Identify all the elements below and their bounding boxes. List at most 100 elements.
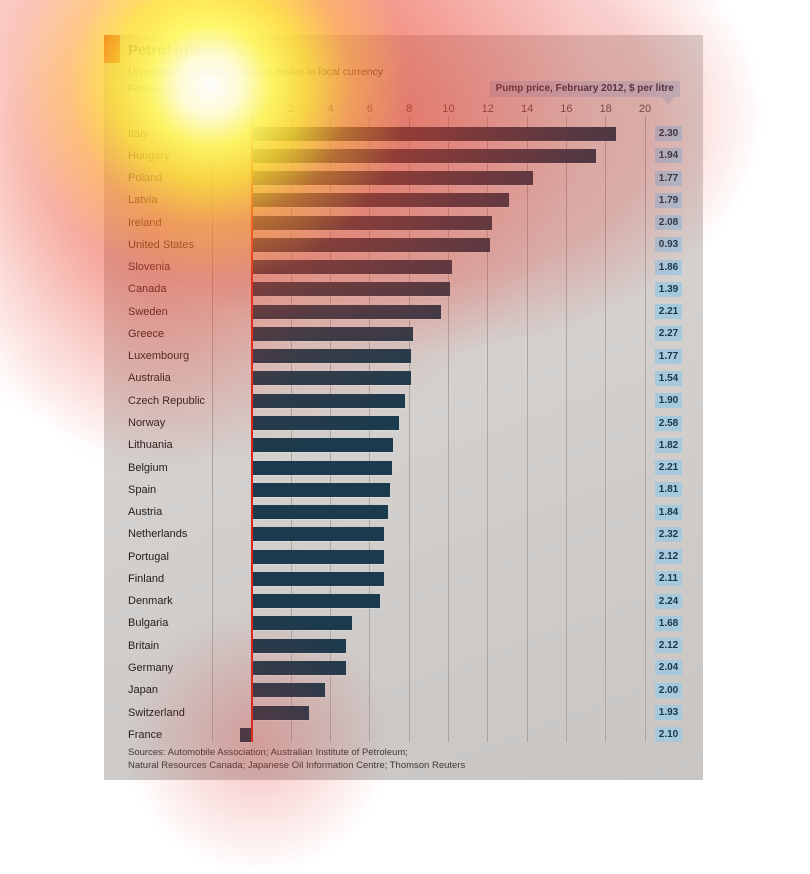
pump-price-chip: 1.84 [655, 504, 682, 520]
axis-tick-label: 6 [366, 103, 373, 115]
sources-line-1: Sources: Automobile Association; Austral… [128, 747, 408, 758]
axis-tick-label: 16 [560, 103, 573, 115]
value-bar [252, 505, 388, 520]
pump-price-chip: 2.11 [655, 571, 682, 587]
value-bar [252, 304, 441, 319]
country-label: Italy [128, 127, 149, 140]
country-label: Ireland [128, 216, 162, 229]
value-bar [252, 594, 380, 609]
country-label: Slovenia [128, 261, 171, 274]
value-bar [252, 237, 490, 252]
country-label: Hungary [128, 149, 170, 162]
sources-line-2: Natural Resources Canada; Japanese Oil I… [128, 759, 466, 771]
gridline [526, 116, 528, 742]
value-bar [252, 638, 347, 653]
country-label: Finland [128, 572, 165, 585]
axis-tick-label: 14 [520, 103, 534, 115]
country-label: Switzerland [128, 706, 185, 719]
value-bar [252, 393, 406, 408]
pump-price-chip: 2.27 [655, 326, 682, 342]
sources-note: Sources: Automobile Association; Austral… [128, 747, 465, 772]
value-bar [252, 616, 353, 631]
value-bar [252, 705, 309, 720]
value-bar [252, 527, 384, 542]
pump-price-chip: 1.86 [655, 259, 682, 275]
country-label: Austria [128, 506, 163, 519]
country-label: Luxembourg [128, 350, 190, 363]
pump-price-chip: 2.12 [655, 549, 682, 565]
country-label: Portugal [128, 550, 169, 563]
country-label: Japan [128, 684, 158, 697]
axis-plus-sign: + [268, 103, 275, 115]
pump-price-chip: 2.00 [655, 682, 682, 698]
gridline [605, 116, 607, 742]
value-bar [252, 215, 492, 230]
pump-price-chip: 1.77 [655, 170, 682, 186]
pump-price-chip: 1.81 [655, 482, 682, 498]
country-label: Norway [128, 417, 166, 429]
value-bar [252, 126, 616, 141]
country-label: United States [128, 238, 195, 251]
value-bar [252, 683, 325, 698]
value-bar [252, 460, 392, 475]
country-label: Bulgaria [128, 617, 169, 630]
country-label: Poland [128, 172, 163, 185]
value-bar [252, 349, 412, 364]
value-bar [252, 171, 533, 186]
pump-price-chip: 2.21 [655, 304, 682, 320]
value-bar [252, 549, 384, 564]
country-label: Britain [128, 639, 160, 652]
value-bar [252, 282, 451, 297]
axis-tick-label: 4 [327, 103, 334, 115]
pump-price-chip: 2.30 [655, 126, 682, 141]
axis-minus-sign: – [229, 103, 236, 115]
pump-price-chip: 2.08 [655, 215, 682, 231]
value-bar [252, 260, 453, 275]
pump-price-chip: 2.24 [655, 593, 682, 609]
value-bar [252, 482, 390, 497]
pump-price-chip: 1.82 [655, 437, 682, 453]
value-bar [252, 571, 384, 586]
pump-price-chip: 1.93 [655, 705, 682, 721]
pump-price-chip: 0.93 [655, 237, 682, 253]
country-label: Germany [128, 661, 174, 674]
zero-baseline [251, 116, 253, 742]
axis-tick-label: 2 [209, 103, 216, 115]
axis-tick-label: 18 [599, 103, 612, 115]
axis-tick-label: 2 [288, 103, 295, 115]
country-label: Greece [128, 327, 165, 340]
country-label: Canada [128, 283, 167, 296]
callout-pointer-icon [661, 96, 675, 105]
axis-tick-label: 0 [248, 103, 256, 115]
page-date: February 2012 [128, 83, 197, 95]
value-bar [252, 193, 510, 208]
axis-tick-label: 12 [481, 103, 494, 115]
value-bar [252, 438, 394, 453]
value-bar [252, 660, 347, 675]
country-label: Belgium [128, 461, 168, 474]
gridline [565, 116, 567, 742]
value-bar [252, 326, 414, 341]
country-label: Netherlands [128, 528, 188, 541]
gridline [487, 116, 489, 742]
axis-tick-label: 20 [638, 103, 652, 115]
pump-price-chip: 1.90 [655, 393, 682, 409]
page-title: Petrol prices [128, 42, 219, 59]
value-bar [252, 371, 412, 386]
country-label: Sweden [128, 305, 168, 318]
pump-price-chip: 2.21 [655, 460, 682, 476]
pump-price-chip: 2.58 [655, 415, 682, 431]
axis-tick-label: 8 [406, 103, 413, 115]
country-label: Denmark [128, 595, 173, 608]
country-label: Lithuania [128, 439, 173, 452]
page-subtitle: Unleaded, % change on a year earlier in … [128, 66, 384, 78]
axis-tick-label: 10 [442, 103, 455, 115]
pump-price-chip: 2.10 [655, 727, 682, 743]
gridline [448, 116, 449, 742]
pump-price-chip: 1.68 [655, 615, 682, 631]
chart-panel: Petrol prices Unleaded, % change on a ye… [104, 35, 703, 780]
country-label: Latvia [128, 194, 158, 207]
gridline [408, 116, 410, 742]
value-bar [252, 416, 400, 430]
